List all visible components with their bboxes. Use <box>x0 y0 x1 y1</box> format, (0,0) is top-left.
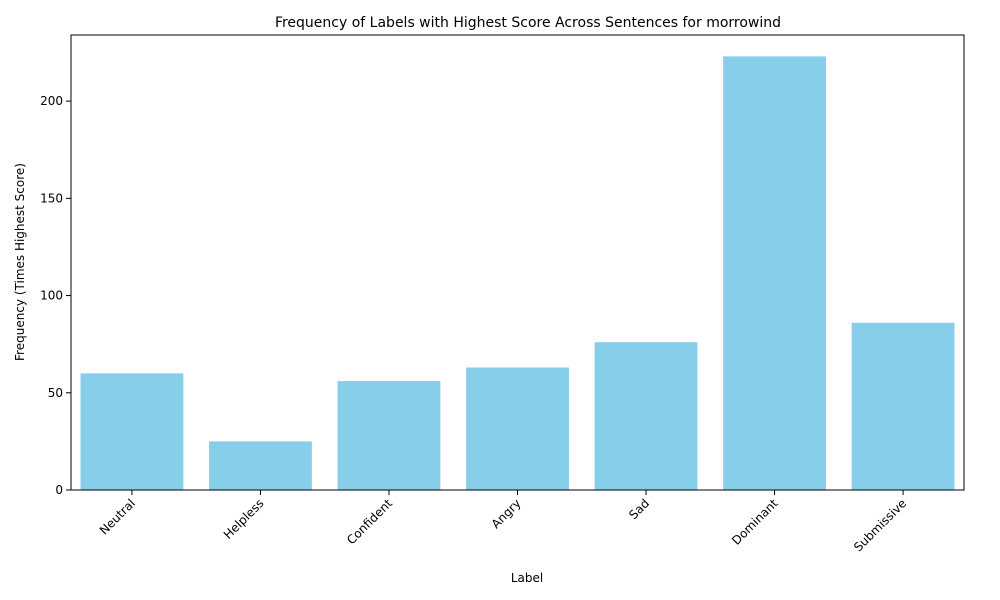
bars-layer <box>80 56 955 490</box>
y-axis-label: Frequency (Times Highest Score) <box>13 163 27 361</box>
bar-angry <box>466 367 569 490</box>
x-axis-label: Label <box>511 571 543 585</box>
bar-submissive <box>851 322 955 490</box>
y-tick-label: 100 <box>40 289 63 303</box>
bar-dominant <box>723 56 826 490</box>
bar-sad <box>594 342 698 490</box>
y-ticks: 0 50 100 150 200 <box>40 94 71 497</box>
bar-helpless <box>209 441 312 490</box>
y-tick-label: 150 <box>40 191 63 205</box>
bar-neutral <box>80 373 184 490</box>
y-tick-label: 200 <box>40 94 63 108</box>
chart-title: Frequency of Labels with Highest Score A… <box>275 15 781 31</box>
y-tick-label: 0 <box>55 483 63 497</box>
y-tick-label: 50 <box>48 386 63 400</box>
bar-confident <box>337 381 441 490</box>
